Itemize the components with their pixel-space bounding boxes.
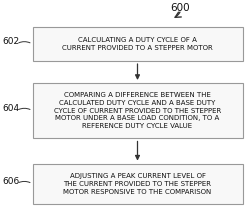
Text: CALCULATING A DUTY CYCLE OF A
CURRENT PROVIDED TO A STEPPER MOTOR: CALCULATING A DUTY CYCLE OF A CURRENT PR… xyxy=(62,37,213,51)
Text: ADJUSTING A PEAK CURRENT LEVEL OF
THE CURRENT PROVIDED TO THE STEPPER
MOTOR RESP: ADJUSTING A PEAK CURRENT LEVEL OF THE CU… xyxy=(64,173,212,195)
Text: 604: 604 xyxy=(3,104,20,113)
Bar xyxy=(32,164,242,204)
Text: 602: 602 xyxy=(3,37,20,46)
Text: 606: 606 xyxy=(2,177,20,186)
Text: 600: 600 xyxy=(170,3,190,13)
Text: COMPARING A DIFFERENCE BETWEEN THE
CALCULATED DUTY CYCLE AND A BASE DUTY
CYCLE O: COMPARING A DIFFERENCE BETWEEN THE CALCU… xyxy=(54,92,221,129)
Bar xyxy=(32,27,242,61)
Bar xyxy=(32,83,242,138)
